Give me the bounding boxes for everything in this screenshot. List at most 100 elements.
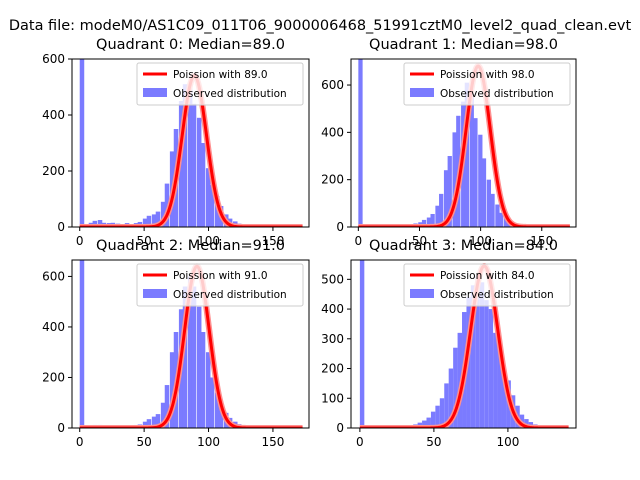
quadrant-3-hist-bar xyxy=(444,383,449,428)
quadrant-2-hist-bar xyxy=(191,286,197,428)
quadrant-1-legend-hist-swatch xyxy=(410,88,434,97)
quadrant-0-xtick-label: 150 xyxy=(261,234,284,248)
quadrant-1-hist-bar xyxy=(486,179,492,227)
quadrant-2-hist-bar-zero xyxy=(79,260,85,428)
quadrant-2-hist-bar xyxy=(209,377,215,428)
quadrant-2-hist-bar xyxy=(155,414,161,428)
quadrant-2-hist-bar xyxy=(169,352,175,428)
quadrant-1-ytick-label: 600 xyxy=(321,78,344,92)
quadrant-3-hist-bar xyxy=(475,276,480,428)
quadrant-2-hist-bar xyxy=(218,404,224,428)
quadrant-1-hist-bar xyxy=(490,193,495,227)
quadrant-1-title: Quadrant 1: Median=98.0 xyxy=(369,37,558,53)
quadrant-1-hist-bar xyxy=(439,193,444,227)
quadrant-0-xtick-label: 0 xyxy=(76,234,84,248)
quadrant-0-hist-bar xyxy=(200,143,206,227)
quadrant-3-chart: 0 50 100 0 100 200 300 400 500 Quadrant 3: Median… xyxy=(321,238,577,449)
quadrant-2-legend-hist-swatch xyxy=(143,289,167,298)
quadrant-2-hist-bar xyxy=(151,416,157,428)
quadrant-3-hist-bar xyxy=(479,282,485,428)
quadrant-3-hist-bar xyxy=(493,332,498,428)
quadrant-2-hist-bar xyxy=(196,306,202,428)
quadrant-1-xtick-label: 100 xyxy=(469,234,492,248)
quadrant-3-legend-hist-label: Observed distribution xyxy=(440,289,554,301)
quadrant-2-hist-bar xyxy=(146,419,152,428)
quadrant-1-hist-bar xyxy=(443,170,449,227)
quadrant-1-hist-bar xyxy=(464,82,470,227)
quadrant-0-xtick-label: 100 xyxy=(197,234,220,248)
quadrant-2-axes-frame xyxy=(71,259,310,429)
quadrant-1-hist-bar xyxy=(495,204,500,227)
quadrant-2-ytick-label: 0 xyxy=(57,421,65,435)
quadrant-2-legend-curve-label: Poission with 91.0 xyxy=(173,270,268,282)
quadrant-3-axes-frame xyxy=(350,259,577,429)
quadrant-0-chart: 0 50 100 150 0 200 400 600 Quadrant 0: Median=89… xyxy=(42,37,310,248)
quadrant-3-hist-bar xyxy=(430,411,436,428)
quadrant-2-ytick-label: 200 xyxy=(42,370,65,384)
quadrant-1-legend: Poission with 98.0 Observed distribution xyxy=(403,62,571,106)
quadrant-3-ytick-label: 0 xyxy=(336,421,344,435)
quadrant-0-hist-bar xyxy=(151,214,157,227)
quadrant-3-xtick-label: 50 xyxy=(426,435,441,449)
quadrant-1-hist-bar xyxy=(426,217,432,227)
quadrant-3-hist-bar xyxy=(470,285,476,428)
quadrant-3-legend: Poission with 84.0 Observed distribution xyxy=(403,263,571,307)
quadrant-0-ytick-label: 200 xyxy=(42,164,65,178)
quadrant-2-hist-bar xyxy=(205,352,211,428)
quadrant-0-hist-bar xyxy=(155,211,161,227)
quadrant-0-hist-bar xyxy=(196,117,202,227)
quadrant-0-hist-bar-zero xyxy=(79,59,85,227)
quadrant-0-ytick-label: 600 xyxy=(42,52,65,66)
quadrant-0-legend-curve-label: Poission with 89.0 xyxy=(173,69,268,81)
quadrant-3-legend-box xyxy=(403,263,571,307)
quadrant-1-ytick-label: 0 xyxy=(336,220,344,234)
quadrant-0-hist-bar xyxy=(97,220,103,227)
quadrant-3-hist-bar xyxy=(524,419,529,428)
quadrant-3-ytick-label: 200 xyxy=(321,362,344,376)
quadrant-0-hist-bar xyxy=(160,201,166,227)
quadrant-0-hist-bar xyxy=(187,81,193,227)
quadrant-2-xtick-label: 150 xyxy=(261,435,284,449)
quadrant-2-chart: 0 50 100 150 0 200 400 600 Quadrant 2: Median=91… xyxy=(42,238,310,449)
quadrant-2-hist-bar xyxy=(164,385,170,428)
quadrant-1-hist-bar xyxy=(498,212,504,227)
quadrant-2-hist-bar xyxy=(200,332,206,428)
quadrant-1-legend-curve-label: Poission with 98.0 xyxy=(440,69,535,81)
quadrant-3-title: Quadrant 3: Median=84.0 xyxy=(369,238,558,254)
quadrant-3-hist-bar xyxy=(422,420,427,428)
quadrant-0-axes-frame xyxy=(71,58,310,228)
quadrant-2-legend: Poission with 91.0 Observed distribution xyxy=(136,263,304,307)
quadrant-2-ytick-label: 400 xyxy=(42,320,65,334)
quadrant-3-legend-curve-label: Poission with 84.0 xyxy=(440,270,535,282)
quadrant-3-ytick-label: 400 xyxy=(321,302,344,316)
quadrant-1-hist-bar xyxy=(503,218,509,227)
quadrant-3-hist-bar xyxy=(501,368,507,428)
quadrant-3-xtick-label: 100 xyxy=(496,435,519,449)
quadrant-3-hist-bar xyxy=(448,368,454,428)
quadrant-1-hist-bar xyxy=(473,118,478,227)
quadrant-0-ytick-label: 400 xyxy=(42,108,65,122)
quadrant-1-xtick-label: 0 xyxy=(355,234,363,248)
quadrant-0-legend: Poission with 89.0 Observed distribution xyxy=(136,62,304,106)
quadrant-1-ytick-label: 400 xyxy=(321,125,344,139)
quadrant-1-plot-area xyxy=(355,59,573,227)
quadrant-0-hist-bar xyxy=(182,84,188,227)
quadrant-3-hist-bar xyxy=(435,405,440,428)
quadrant-1-hist-bar xyxy=(435,205,440,227)
quadrant-2-legend-hist-label: Observed distribution xyxy=(173,289,287,301)
quadrant-0-legend-hist-swatch xyxy=(143,88,167,97)
quadrant-0-title: Quadrant 0: Median=89.0 xyxy=(96,37,285,53)
quadrant-1-hist-bar xyxy=(447,156,452,227)
quadrant-0-xtick-label: 50 xyxy=(136,234,151,248)
quadrant-0-hist-bar xyxy=(191,103,197,227)
quadrant-1-axes-frame xyxy=(350,58,577,228)
quadrant-1-hist-bar xyxy=(421,219,427,227)
quadrant-3-ytick-label: 300 xyxy=(321,332,344,346)
quadrant-1-hist-bar xyxy=(430,213,435,227)
quadrant-1-ytick-label: 200 xyxy=(321,173,344,187)
quadrant-2-xtick-label: 0 xyxy=(76,435,84,449)
quadrant-3-legend-hist-swatch xyxy=(410,289,434,298)
quadrant-2-hist-bar xyxy=(160,402,166,428)
quadrant-0-hist-bar xyxy=(142,218,148,227)
